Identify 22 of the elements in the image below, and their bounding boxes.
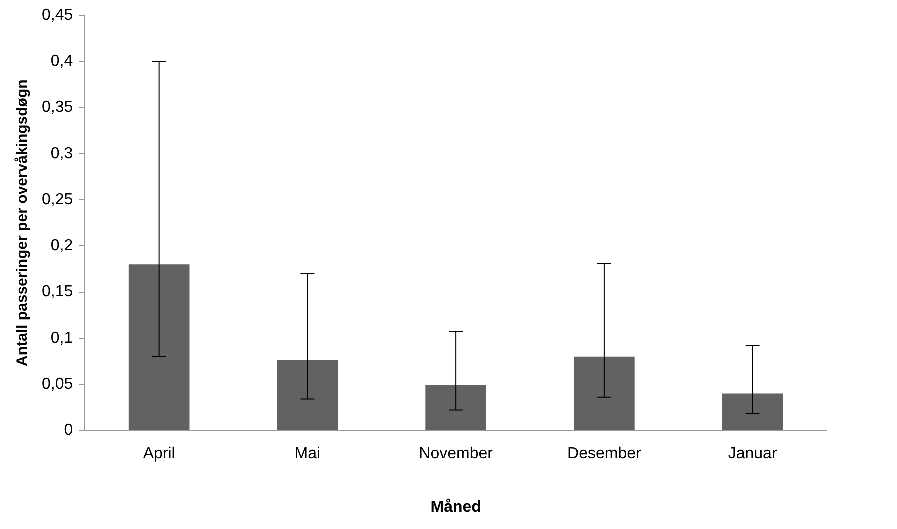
y-tick-label: 0 xyxy=(64,422,74,440)
bar xyxy=(128,264,190,430)
y-tick-label: 0,15 xyxy=(42,284,74,301)
y-tick-label: 0,25 xyxy=(42,191,74,208)
bar xyxy=(277,360,338,430)
bar xyxy=(722,394,784,430)
y-tick-label: 0,2 xyxy=(50,238,74,255)
y-tick-label: 0,1 xyxy=(50,330,74,347)
y-tick-label: 0,4 xyxy=(50,53,74,70)
x-tick-label: April xyxy=(143,446,176,463)
bar xyxy=(426,385,486,430)
x-tick-label: November xyxy=(419,446,494,463)
x-tick-label: Desember xyxy=(568,446,642,463)
x-tick-label: Mai xyxy=(294,446,321,463)
y-axis-title: Antall passeringer per overvåkingsdøgn xyxy=(14,80,32,366)
y-tick-label: 0,3 xyxy=(50,145,74,162)
x-axis-title: Måned xyxy=(430,498,482,516)
x-tick-label: Januar xyxy=(728,446,778,463)
y-tick-label: 0,45 xyxy=(42,7,74,24)
y-tick-label: 0,35 xyxy=(42,99,74,116)
y-tick-label: 0,05 xyxy=(42,376,74,393)
bar xyxy=(574,356,635,430)
